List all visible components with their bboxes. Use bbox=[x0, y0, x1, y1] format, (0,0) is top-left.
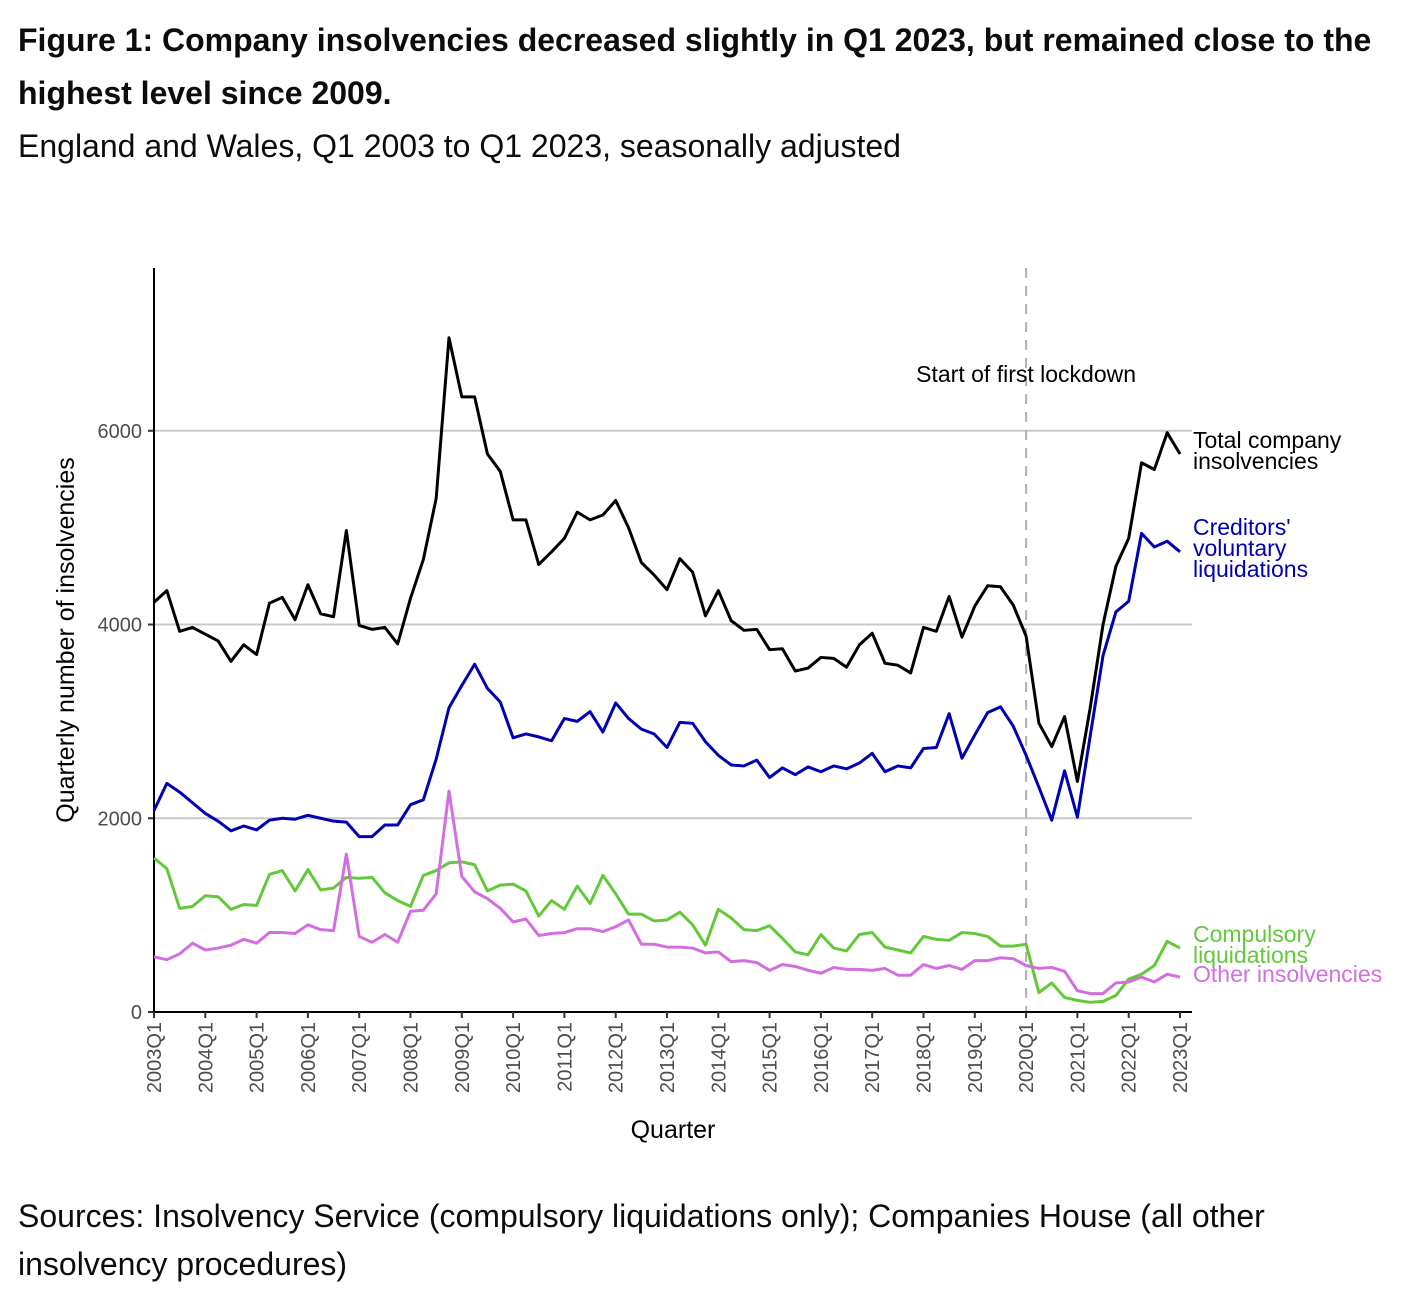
x-tick-label: 2016Q1 bbox=[811, 1022, 833, 1093]
y-tick-label: 6000 bbox=[98, 421, 143, 443]
x-tick-label: 2014Q1 bbox=[708, 1022, 730, 1093]
x-tick-label: 2004Q1 bbox=[195, 1022, 217, 1093]
y-tick-label: 2000 bbox=[98, 808, 143, 830]
x-tick-label: 2013Q1 bbox=[657, 1022, 679, 1093]
x-tick-label: 2006Q1 bbox=[298, 1022, 320, 1093]
series-label: Creditors' voluntary liquidations bbox=[1193, 514, 1309, 583]
x-tick-label: 2022Q1 bbox=[1119, 1022, 1141, 1093]
x-tick-label: 2008Q1 bbox=[401, 1022, 423, 1093]
x-tick-label: 2017Q1 bbox=[862, 1022, 884, 1093]
series-line bbox=[152, 531, 1181, 839]
series-label: Compulsory liquidations bbox=[1193, 921, 1316, 969]
chart-title: Figure 1: Company insolvencies decreased… bbox=[18, 22, 1372, 111]
y-tick-label: 0 bbox=[131, 1002, 142, 1024]
x-tick-label: 2020Q1 bbox=[1016, 1022, 1038, 1093]
chart-source: Sources: Insolvency Service (compulsory … bbox=[18, 1198, 1265, 1282]
x-tick-label: 2012Q1 bbox=[606, 1022, 628, 1093]
x-tick-label: 2007Q1 bbox=[349, 1022, 371, 1093]
series-label: Other insolvencies bbox=[1193, 960, 1383, 987]
x-axis-title: Quarter bbox=[631, 1116, 716, 1144]
y-axis-title: Quarterly number of insolvencies bbox=[52, 457, 80, 822]
annotation: Start of first lockdown bbox=[916, 361, 1136, 387]
x-tick-label: 2023Q1 bbox=[1170, 1022, 1192, 1093]
x-tick-label: 2021Q1 bbox=[1067, 1022, 1089, 1093]
chart-subtitle: England and Wales, Q1 2003 to Q1 2023, s… bbox=[18, 128, 901, 164]
x-tick-label: 2019Q1 bbox=[965, 1022, 987, 1093]
x-tick-label: 2010Q1 bbox=[503, 1022, 525, 1093]
x-tick-label: 2003Q1 bbox=[144, 1022, 166, 1093]
x-tick-label: 2009Q1 bbox=[452, 1022, 474, 1093]
series-label: Total company insolvencies bbox=[1193, 427, 1342, 474]
series-line bbox=[153, 856, 1181, 1004]
x-tick-label: 2015Q1 bbox=[760, 1022, 782, 1093]
y-tick-label: 4000 bbox=[98, 615, 143, 637]
x-tick-label: 2005Q1 bbox=[247, 1022, 269, 1093]
series-line bbox=[152, 336, 1182, 783]
x-tick-label: 2018Q1 bbox=[914, 1022, 936, 1093]
series-line bbox=[153, 789, 1181, 996]
x-tick-label: 2011Q1 bbox=[554, 1022, 576, 1092]
